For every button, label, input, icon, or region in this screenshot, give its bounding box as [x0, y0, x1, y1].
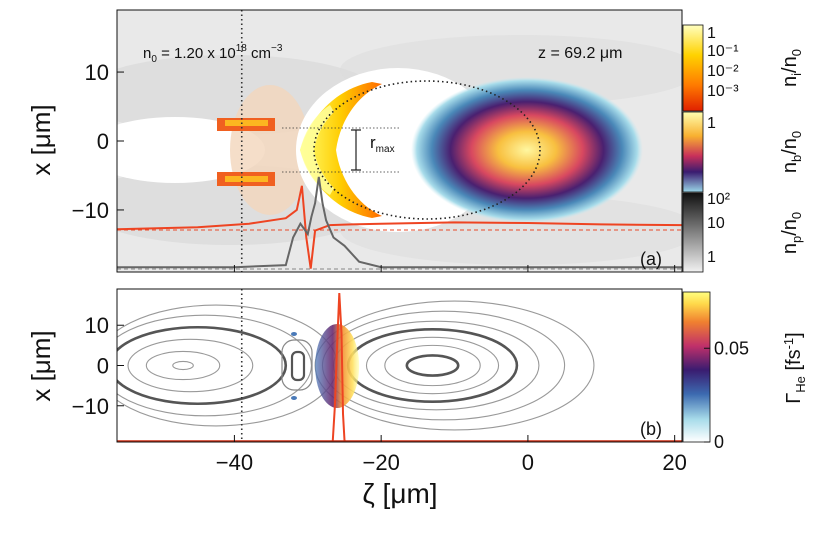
- ionization-spot-lower: [291, 396, 297, 400]
- contour-mid-outer: [281, 339, 313, 391]
- contour-ellipse: [127, 338, 254, 393]
- density-annotation: n0 = 1.20 x 1018 cm−3: [143, 43, 283, 65]
- cb-plasma-tick-1: 10: [707, 215, 725, 232]
- y-tick-label-a: −10: [72, 198, 109, 223]
- y-tick-label-a: 10: [85, 60, 109, 85]
- y-tick-label-b: 0: [97, 354, 109, 379]
- cb-ion-tick-0: 1: [707, 25, 716, 42]
- contour-mid-inner: [290, 350, 306, 382]
- x-axis-label: ζ [μm]: [362, 478, 437, 509]
- ionized-shell-inner: [300, 105, 334, 195]
- panel-b: 100−10 −40 −20 0 20 x [μm] ζ [μm] (b) 00.05…: [26, 265, 808, 509]
- cb-rate-label: ΓHe [fs-1]: [781, 332, 808, 403]
- trailing-cavity: [117, 117, 265, 183]
- witness-beam: [411, 77, 643, 223]
- y-tick-label-b: 10: [85, 313, 109, 338]
- y-ticks-b: 10 0 −10: [72, 313, 124, 419]
- y-tick-label-b: −10: [72, 394, 109, 419]
- cb-rate-tick-label: 0.05: [714, 338, 749, 358]
- x-tick-label: 20: [662, 450, 686, 475]
- colorbar-beam: [682, 111, 704, 193]
- cb-rate-tick-label: 0: [714, 432, 724, 452]
- y-ticks-a: 10 0 −10: [72, 60, 124, 223]
- contour-ellipse: [405, 354, 460, 377]
- ionized-band-upper-core: [225, 120, 268, 126]
- cb-plasma-tick-0: 10²: [707, 191, 731, 208]
- cb-ion-tick-2: 10⁻²: [707, 63, 739, 80]
- rmax-label: rmax: [370, 133, 395, 155]
- x-tick-label: −20: [362, 450, 399, 475]
- cb-ion-tick-1: 10⁻¹: [707, 43, 739, 60]
- contour-ellipse: [117, 325, 288, 406]
- panel-a: 10 0 −10 x [μm] n0 = 1.20 x 1018 cm−3 z = …: [26, 9, 804, 273]
- cb-ion-label: ni/n0: [779, 49, 804, 87]
- contour-ellipse: [365, 336, 500, 395]
- colorbar-plasma: [682, 192, 704, 273]
- x-ticks-b: −40 −20 0 20: [216, 265, 687, 475]
- contour-ellipse: [384, 344, 481, 387]
- contour-ellipse: [145, 350, 221, 381]
- cb-plasma-tick-2: 1: [707, 249, 716, 266]
- contour-ellipse: [172, 360, 194, 371]
- ionization-spot-upper: [291, 332, 297, 336]
- x-tick-label: 0: [522, 450, 534, 475]
- cb-beam-tick-0: 1: [707, 115, 716, 132]
- y-tick-label-a: 0: [97, 129, 109, 154]
- plot-background-b: [117, 289, 682, 442]
- colorbar-rate-ticks: 00.05: [704, 338, 749, 452]
- series-line-field: [117, 185, 682, 269]
- panel-label-b: (b): [640, 419, 662, 439]
- colorbar-rate: [682, 291, 711, 443]
- colorbar-ion: [682, 24, 704, 112]
- ionized-band-lower-core: [225, 176, 268, 182]
- contour-ellipse: [314, 300, 595, 431]
- cb-ion-tick-3: 10⁻³: [707, 83, 739, 100]
- bubble-boundary: [313, 80, 541, 220]
- series-line-laser: [331, 292, 347, 442]
- series-line-ionization: [117, 176, 682, 269]
- rmax-guides: [282, 127, 400, 173]
- x-tick-label: −40: [216, 450, 253, 475]
- z-annotation: z = 69.2 μm: [538, 45, 622, 62]
- rmax-arrow-caps: [351, 129, 361, 171]
- panel-label-a: (a): [640, 249, 662, 269]
- cb-beam-label: nb/n0: [779, 131, 804, 173]
- y-axis-label-a: x [μm]: [26, 104, 56, 175]
- cb-plasma-label: np/n0: [779, 212, 804, 254]
- y-axis-label-b: x [μm]: [26, 330, 56, 401]
